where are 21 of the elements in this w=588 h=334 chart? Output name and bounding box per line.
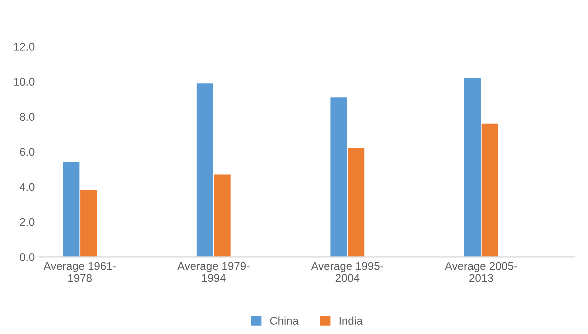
x-tick-label: Average 1995-2004 bbox=[311, 262, 384, 282]
y-tick-label: 8.0 bbox=[20, 113, 35, 122]
bar bbox=[464, 78, 481, 258]
legend-label: India bbox=[340, 316, 363, 325]
y-tick-label: 4.0 bbox=[20, 183, 35, 192]
x-tick-label: Average 1961-1978 bbox=[44, 262, 116, 282]
y-tick-label: 6.0 bbox=[20, 148, 35, 156]
y-tick-label: 10.0 bbox=[14, 78, 35, 86]
y-tick-label: 12.0 bbox=[14, 43, 35, 51]
y-tick-label: 0.0 bbox=[20, 253, 35, 262]
x-tick-label: Average 1979-1994 bbox=[178, 262, 250, 282]
bar bbox=[63, 162, 80, 258]
bar bbox=[196, 84, 214, 258]
x-tick-label: Average 2005-2013 bbox=[445, 262, 518, 282]
bar bbox=[214, 174, 231, 258]
bar bbox=[482, 124, 498, 258]
y-tick-label: 2.0 bbox=[20, 218, 35, 226]
bar bbox=[80, 190, 98, 258]
bar bbox=[348, 148, 365, 258]
bar bbox=[330, 98, 348, 258]
legend-label: China bbox=[270, 316, 299, 325]
